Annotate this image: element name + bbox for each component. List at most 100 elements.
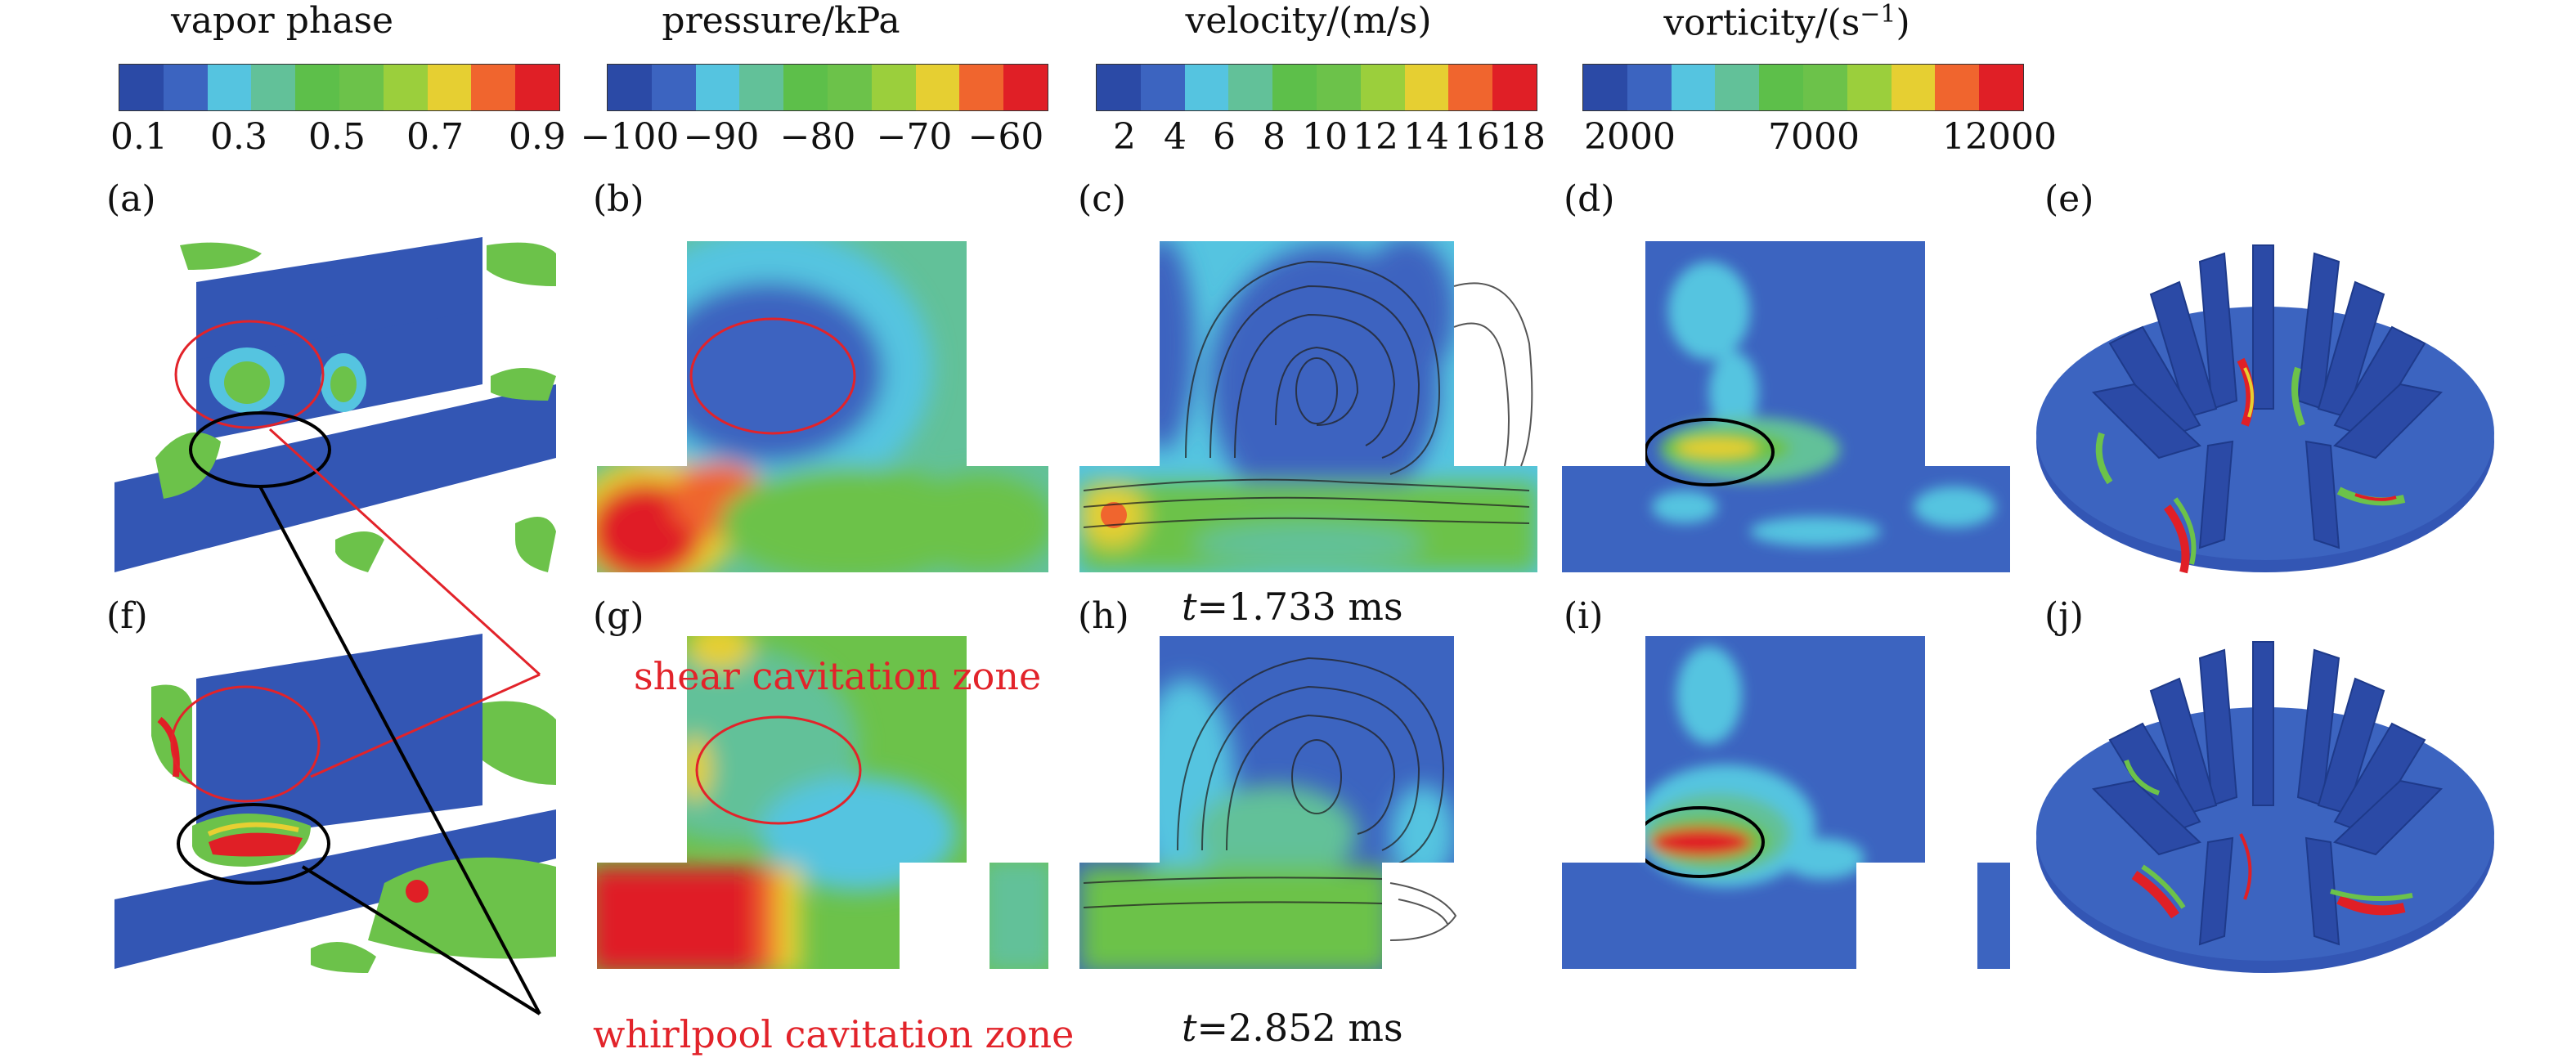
panel-label-g: (g): [593, 595, 644, 637]
legend-color-swatch: [295, 65, 339, 110]
legend-color-swatch: [1097, 65, 1141, 110]
panel-b-pressure: [597, 241, 1048, 572]
legend-color-swatch: [959, 65, 1004, 110]
legend-color-swatch: [1715, 65, 1760, 110]
time-caption-1-value: =1.733 ms: [1196, 585, 1403, 629]
legend-color-swatch: [1003, 65, 1048, 110]
legend-color-swatch: [1272, 65, 1317, 110]
panel-label-c: (c): [1078, 178, 1126, 220]
legend-color-swatch: [1759, 65, 1803, 110]
tick-velocity-6: 14: [1403, 116, 1449, 158]
legend-color-swatch: [1627, 65, 1672, 110]
legend-title-vapor: vapor phase: [170, 0, 394, 42]
legend-color-swatch: [427, 65, 472, 110]
tick-pressure-0: −100: [580, 116, 680, 158]
legend-color-swatch: [1802, 65, 1847, 110]
legend-color-swatch: [1671, 65, 1716, 110]
legend-color-swatch: [251, 65, 296, 110]
panel-e-impeller: [2036, 244, 2494, 574]
legend-color-swatch: [783, 65, 828, 110]
legend-color-swatch: [1891, 65, 1936, 110]
tick-pressure-3: −70: [876, 116, 953, 158]
legend-color-swatch: [695, 65, 740, 110]
panel-label-i: (i): [1564, 595, 1604, 637]
tick-vorticity-1: 7000: [1768, 116, 1860, 158]
legend-color-swatch: [1140, 65, 1185, 110]
panel-label-j: (j): [2044, 595, 2084, 637]
tick-velocity-8: 18: [1500, 116, 1546, 158]
legend-title-vorticity-sup: −1: [1860, 0, 1896, 29]
legend-bar-pressure: [607, 64, 1048, 111]
tick-velocity-1: 4: [1164, 116, 1187, 158]
legend-title-vorticity-text: vorticity/(s: [1663, 2, 1860, 44]
legend-color-swatch: [515, 65, 559, 110]
tick-pressure-2: −80: [779, 116, 856, 158]
legend-color-swatch: [1935, 65, 1980, 110]
legend-color-swatch: [608, 65, 652, 110]
tick-velocity-3: 8: [1263, 116, 1286, 158]
tick-velocity-7: 16: [1454, 116, 1500, 158]
time-caption-2-var: t: [1182, 1006, 1197, 1050]
legend-color-swatch: [1184, 65, 1229, 110]
panel-label-f: (f): [106, 595, 148, 637]
panel-c-velocity: [1079, 241, 1537, 572]
legend-bar-vapor: [119, 64, 560, 111]
tick-vapor-1: 0.3: [210, 116, 267, 158]
legend-color-swatch: [207, 65, 252, 110]
time-caption-1: t=1.733 ms: [1182, 585, 1403, 629]
legend-color-swatch: [1492, 65, 1537, 110]
panel-label-h: (h): [1078, 595, 1129, 637]
panel-label-b: (b): [593, 178, 644, 220]
shear-cavitation-label: shear cavitation zone: [634, 654, 1042, 698]
tick-vapor-2: 0.5: [308, 116, 366, 158]
legend-color-swatch: [1404, 65, 1449, 110]
panel-i-vorticity: [1562, 636, 2010, 969]
tick-velocity-0: 2: [1113, 116, 1136, 158]
legend-title-pressure: pressure/kPa: [662, 0, 900, 42]
time-caption-2-value: =2.852 ms: [1196, 1006, 1403, 1050]
legend-color-swatch: [383, 65, 428, 110]
tick-vapor-4: 0.9: [509, 116, 566, 158]
legend-color-swatch: [651, 65, 696, 110]
legend-color-swatch: [339, 65, 384, 110]
tick-pressure-4: −60: [967, 116, 1044, 158]
legend-color-swatch: [471, 65, 516, 110]
panel-f-vapor-phase: [114, 634, 556, 973]
whirlpool-cavitation-label: whirlpool cavitation zone: [593, 1012, 1075, 1056]
legend-color-swatch: [1583, 65, 1627, 110]
legend-color-swatch: [871, 65, 916, 110]
legend-title-vorticity-end: ): [1896, 2, 1910, 44]
legend-color-swatch: [827, 65, 872, 110]
tick-vapor-0: 0.1: [110, 116, 168, 158]
legend-bar-vorticity: [1582, 64, 2024, 111]
legend-color-swatch: [1847, 65, 1892, 110]
tick-vapor-3: 0.7: [406, 116, 464, 158]
callout-lines: [258, 428, 541, 1015]
legend-color-swatch: [119, 65, 164, 110]
tick-velocity-2: 6: [1213, 116, 1236, 158]
legend-color-swatch: [1360, 65, 1405, 110]
panel-label-a: (a): [106, 178, 156, 220]
legend-color-swatch: [1316, 65, 1361, 110]
legend-color-swatch: [1228, 65, 1273, 110]
tick-vorticity-2: 12000: [1942, 116, 2057, 158]
tick-velocity-4: 10: [1302, 116, 1348, 158]
time-caption-1-var: t: [1182, 585, 1197, 629]
legend-color-swatch: [915, 65, 960, 110]
time-caption-2: t=2.852 ms: [1182, 1006, 1403, 1050]
panel-label-d: (d): [1564, 178, 1615, 220]
panel-h-velocity: [1079, 636, 1457, 969]
legend-bar-velocity: [1096, 64, 1537, 111]
legend-title-vorticity: vorticity/(s−1): [1582, 0, 1991, 44]
legend-color-swatch: [739, 65, 784, 110]
legend-title-velocity: velocity/(m/s): [1185, 0, 1432, 42]
tick-pressure-1: −90: [683, 116, 760, 158]
panel-label-e: (e): [2044, 178, 2094, 220]
legend-color-swatch: [1979, 65, 2023, 110]
legend-color-swatch: [163, 65, 208, 110]
panel-a-vapor-phase: [114, 237, 556, 572]
panel-j-impeller: [2036, 641, 2494, 973]
panel-d-vorticity: [1562, 241, 2010, 572]
tick-velocity-5: 12: [1353, 116, 1398, 158]
